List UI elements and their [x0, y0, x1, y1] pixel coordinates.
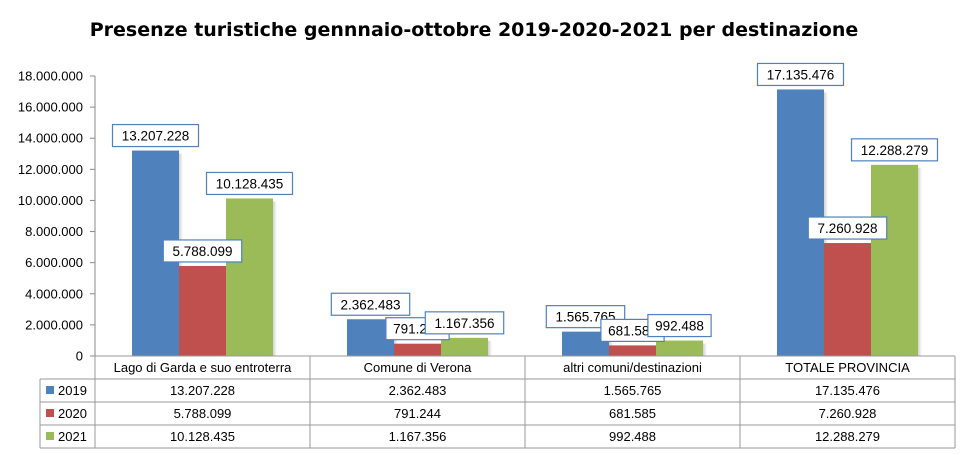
data-table: Lago di Garda e suo entroterra Comune di … — [39, 355, 956, 449]
bar-shadow — [703, 343, 707, 356]
data-label-box — [807, 216, 888, 240]
data-label-box — [205, 171, 294, 196]
table-cell: 992.488 — [609, 429, 656, 444]
data-label-text: 681.585 — [608, 323, 657, 338]
y-tick-label: 6.000.000 — [25, 255, 83, 270]
data-label-box — [424, 311, 505, 335]
data-label: 2.362.483 — [330, 292, 411, 316]
data-label-box — [850, 138, 939, 162]
y-tick-label: 12.000.000 — [18, 162, 83, 177]
data-label-text: 13.207.228 — [122, 129, 190, 144]
data-label: 1.167.356 — [424, 311, 505, 335]
y-tick-label: 10.000.000 — [18, 193, 83, 208]
data-label: 10.128.435 — [205, 171, 294, 196]
y-tick-label: 14.000.000 — [18, 131, 83, 146]
table-cell: 10.128.435 — [170, 429, 235, 444]
legend-swatch — [46, 432, 54, 440]
y-tick-label: 16.000.000 — [18, 100, 83, 115]
data-label: 12.288.279 — [850, 138, 939, 162]
bar — [179, 265, 226, 356]
data-label-box — [162, 239, 243, 263]
table-cell: 1.167.356 — [389, 429, 447, 444]
data-label-text: 2.362.483 — [340, 297, 400, 312]
table-cell: 13.207.228 — [170, 383, 235, 398]
table-cell: 12.288.279 — [815, 429, 880, 444]
bar — [226, 198, 273, 356]
table-cell: 5.788.099 — [174, 406, 232, 421]
x-category-label: Lago di Garda e suo entroterra — [114, 360, 293, 375]
x-category-label: altri comuni/destinazioni — [563, 360, 702, 375]
table-cell: 17.135.476 — [815, 383, 880, 398]
table-cell: 791.244 — [394, 406, 441, 421]
data-label-text: 992.488 — [655, 319, 704, 334]
data-label-text: 7.260.928 — [817, 221, 877, 236]
legend-label: 2019 — [58, 383, 87, 398]
data-label-text: 10.128.435 — [216, 176, 284, 191]
x-category-label: Comune di Verona — [364, 360, 472, 375]
legend-swatch — [46, 386, 54, 394]
table-cell: 2.362.483 — [389, 383, 447, 398]
y-tick-label: 8.000.000 — [25, 224, 83, 239]
bar — [824, 243, 871, 356]
table-cell: 1.565.765 — [604, 383, 662, 398]
data-label: 992.488 — [647, 313, 712, 338]
data-labels: 13.207.2285.788.09910.128.4352.362.48379… — [111, 62, 939, 342]
y-axis: 0 2.000.000 4.000.000 6.000.000 8.000.000 10.… — [18, 69, 96, 364]
legend-swatch — [46, 409, 54, 417]
bar-shadow — [488, 340, 492, 356]
data-label-text: 5.788.099 — [172, 244, 232, 259]
chart-title: Presenze turistiche gennnaio-ottobre 201… — [90, 19, 859, 41]
bar — [609, 345, 656, 356]
legend-label: 2021 — [58, 429, 87, 444]
data-label-box — [756, 62, 845, 87]
data-label-box — [111, 123, 200, 148]
data-label: 17.135.476 — [756, 62, 845, 87]
y-tick-label: 4.000.000 — [25, 286, 83, 301]
data-label: 13.207.228 — [111, 123, 200, 148]
bar-shadow — [609, 334, 613, 356]
x-category-label: TOTALE PROVINCIA — [785, 360, 910, 375]
data-label-box — [330, 292, 411, 316]
bars — [132, 89, 918, 356]
data-label: 7.260.928 — [807, 216, 888, 240]
data-label-box — [647, 313, 712, 338]
y-tick-label: 18.000.000 — [18, 69, 83, 84]
bar — [394, 343, 441, 356]
bar-shadow — [273, 201, 277, 356]
data-label-text: 1.167.356 — [434, 316, 494, 331]
bar — [871, 164, 918, 356]
data-label: 5.788.099 — [162, 239, 243, 263]
y-tick-label: 0 — [76, 349, 83, 364]
bar — [441, 337, 488, 356]
legend-label: 2020 — [58, 406, 87, 421]
bar — [656, 340, 703, 356]
table-cell: 681.585 — [609, 406, 656, 421]
table-cell: 7.260.928 — [819, 406, 877, 421]
y-tick-label: 2.000.000 — [25, 317, 83, 332]
data-label-text: 12.288.279 — [861, 143, 929, 158]
bar-shadow — [918, 167, 922, 356]
data-label-text: 17.135.476 — [767, 67, 835, 82]
